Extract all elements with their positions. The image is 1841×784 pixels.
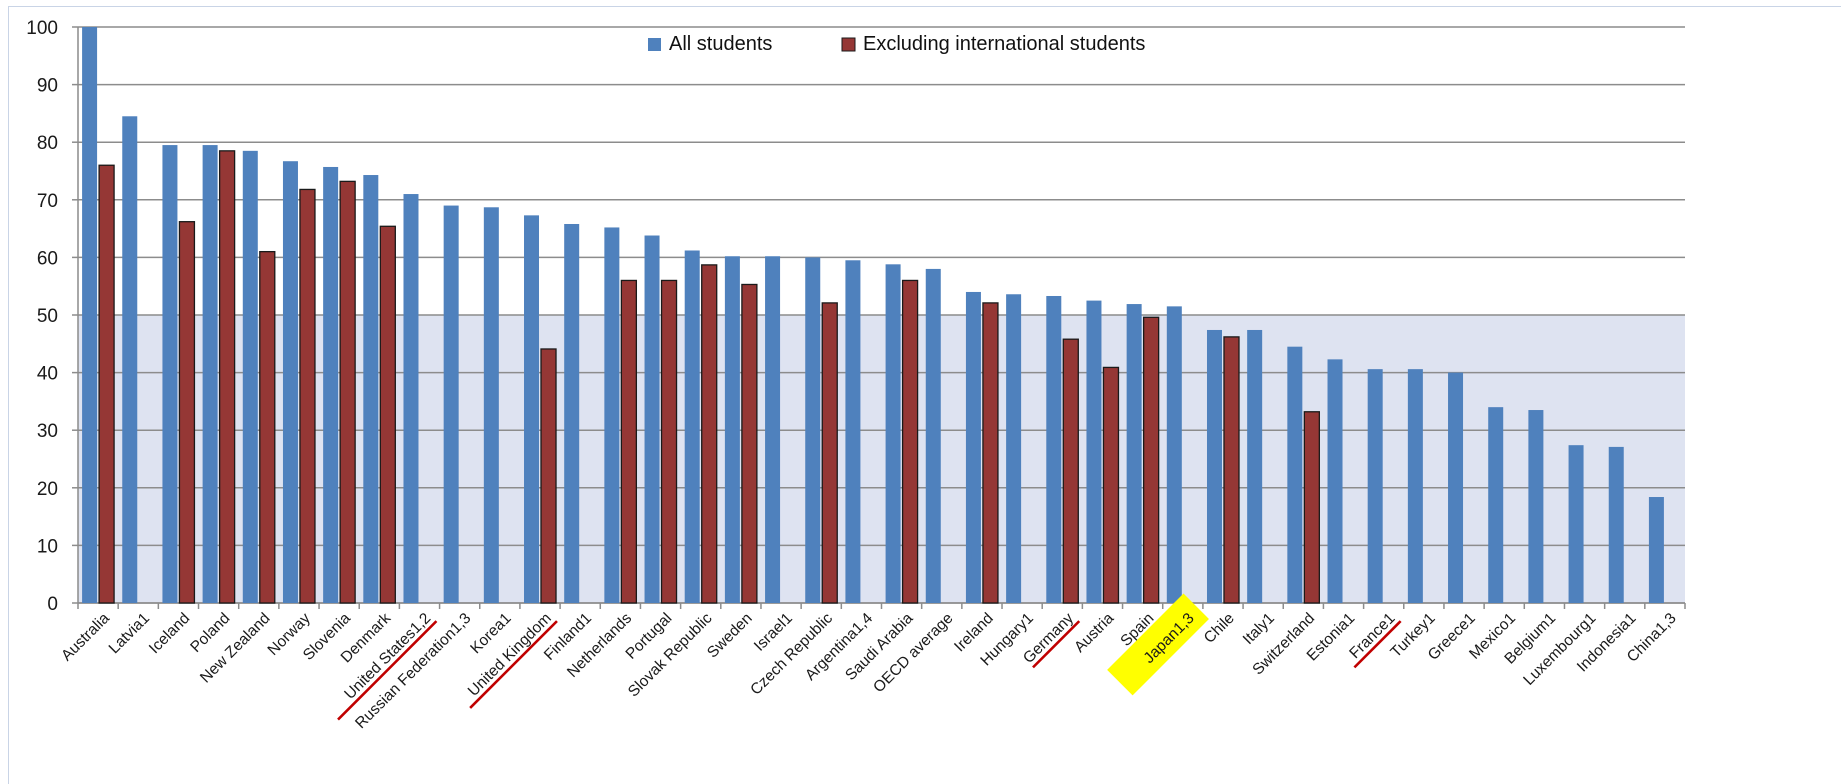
bar-all-students <box>483 207 499 603</box>
bar-all-students <box>1287 346 1303 603</box>
bar-all-students <box>403 194 419 604</box>
shaded-band <box>78 315 1685 603</box>
x-tick-label: Italy1 <box>1240 610 1278 648</box>
bar-excluding-international <box>1223 336 1240 604</box>
bar-all-students <box>1648 497 1664 603</box>
legend-label-excluding-international: Excluding international students <box>863 33 1145 55</box>
bar-all-students <box>202 145 218 603</box>
bar-excluding-international <box>741 283 758 604</box>
bar-all-students <box>965 291 981 603</box>
y-tick-label: 70 <box>37 191 58 212</box>
bar-excluding-international <box>1062 338 1079 604</box>
y-tick-label: 0 <box>47 594 58 615</box>
bar-all-students <box>805 257 821 603</box>
bar-all-students <box>1247 329 1263 603</box>
y-tick-label: 90 <box>37 76 58 97</box>
bar-all-students <box>524 215 540 604</box>
bar-excluding-international <box>701 264 718 604</box>
y-tick-label: 60 <box>37 248 58 269</box>
underline-stroke <box>1353 620 1402 669</box>
label-underline <box>337 620 438 721</box>
bar-all-students <box>845 260 861 603</box>
bar-excluding-international <box>98 164 115 604</box>
bar-all-students <box>1166 306 1182 603</box>
bar-excluding-international <box>901 279 919 604</box>
y-tick-label: 50 <box>37 306 58 327</box>
label-underline <box>1353 620 1402 669</box>
bar-all-students <box>1568 445 1584 603</box>
y-tick-label: 10 <box>37 536 58 557</box>
chart-frame <box>8 6 1841 784</box>
bar-all-students <box>1407 369 1423 603</box>
bar-all-students <box>724 256 740 603</box>
bar-all-students <box>282 161 298 603</box>
bar-all-students <box>1608 446 1624 603</box>
bar-all-students <box>644 235 660 603</box>
label-underline <box>469 620 558 709</box>
bar-all-students <box>82 27 98 603</box>
bar-all-students <box>1528 410 1544 603</box>
bar-all-students <box>323 166 339 603</box>
bar-all-students <box>1206 329 1222 603</box>
x-tick-label: Latvia1 <box>106 610 153 657</box>
bar-excluding-international <box>379 225 396 604</box>
bar-all-students <box>242 150 258 603</box>
bar-excluding-international <box>982 302 999 604</box>
bar-all-students <box>1367 369 1383 603</box>
bar-excluding-international <box>660 279 678 604</box>
legend-swatch-all-students <box>648 38 661 51</box>
bar-all-students <box>162 145 178 603</box>
y-tick-label: 100 <box>26 18 58 39</box>
bar-excluding-international <box>259 250 276 604</box>
bar-all-students <box>604 227 620 603</box>
x-tick-label: Iceland <box>146 610 193 657</box>
bar-all-students <box>765 256 781 603</box>
y-tick-label: 30 <box>37 421 58 442</box>
bar-excluding-international <box>1303 411 1320 604</box>
highlight-rect <box>1107 593 1209 696</box>
bar-excluding-international <box>540 348 557 604</box>
bar-excluding-international <box>1102 366 1120 604</box>
legend-label-all-students: All students <box>669 33 772 55</box>
bar-excluding-international <box>178 221 196 604</box>
bar-all-students <box>1126 304 1142 603</box>
bar-excluding-international <box>339 180 356 604</box>
bar-excluding-international <box>620 279 638 604</box>
bar-all-students <box>443 205 459 603</box>
bar-all-students <box>564 223 580 603</box>
bar-all-students <box>363 175 379 604</box>
bar-all-students <box>684 250 700 603</box>
x-tick-label: Chile <box>1201 610 1238 647</box>
bar-excluding-international <box>1142 316 1160 604</box>
bar-all-students <box>1448 372 1464 603</box>
bar-all-students <box>1488 407 1504 603</box>
y-tick-label: 20 <box>37 479 58 500</box>
bar-all-students <box>1006 294 1022 603</box>
underline-stroke <box>469 620 558 709</box>
y-tick-label: 40 <box>37 364 58 385</box>
bar-all-students <box>122 116 138 603</box>
bar-all-students <box>1086 300 1102 603</box>
bar-excluding-international <box>299 188 316 604</box>
y-tick-label: 80 <box>37 133 58 154</box>
bar-all-students <box>1327 359 1343 603</box>
bar-all-students <box>925 268 941 603</box>
bar-excluding-international <box>218 150 236 604</box>
x-tick-label: New Zealand <box>197 610 274 687</box>
underline-stroke <box>1032 620 1081 669</box>
underline-stroke <box>337 620 438 721</box>
x-tick-label: Sweden <box>704 610 756 662</box>
label-underline <box>1032 620 1081 669</box>
label-highlight <box>1107 593 1209 696</box>
bar-all-students <box>885 264 901 603</box>
bar-all-students <box>1046 295 1062 603</box>
x-tick-label: Australia <box>58 610 113 665</box>
bar-excluding-international <box>821 302 838 604</box>
x-tick-label: Austria <box>1071 610 1117 656</box>
legend-swatch-excluding-international <box>841 37 856 52</box>
